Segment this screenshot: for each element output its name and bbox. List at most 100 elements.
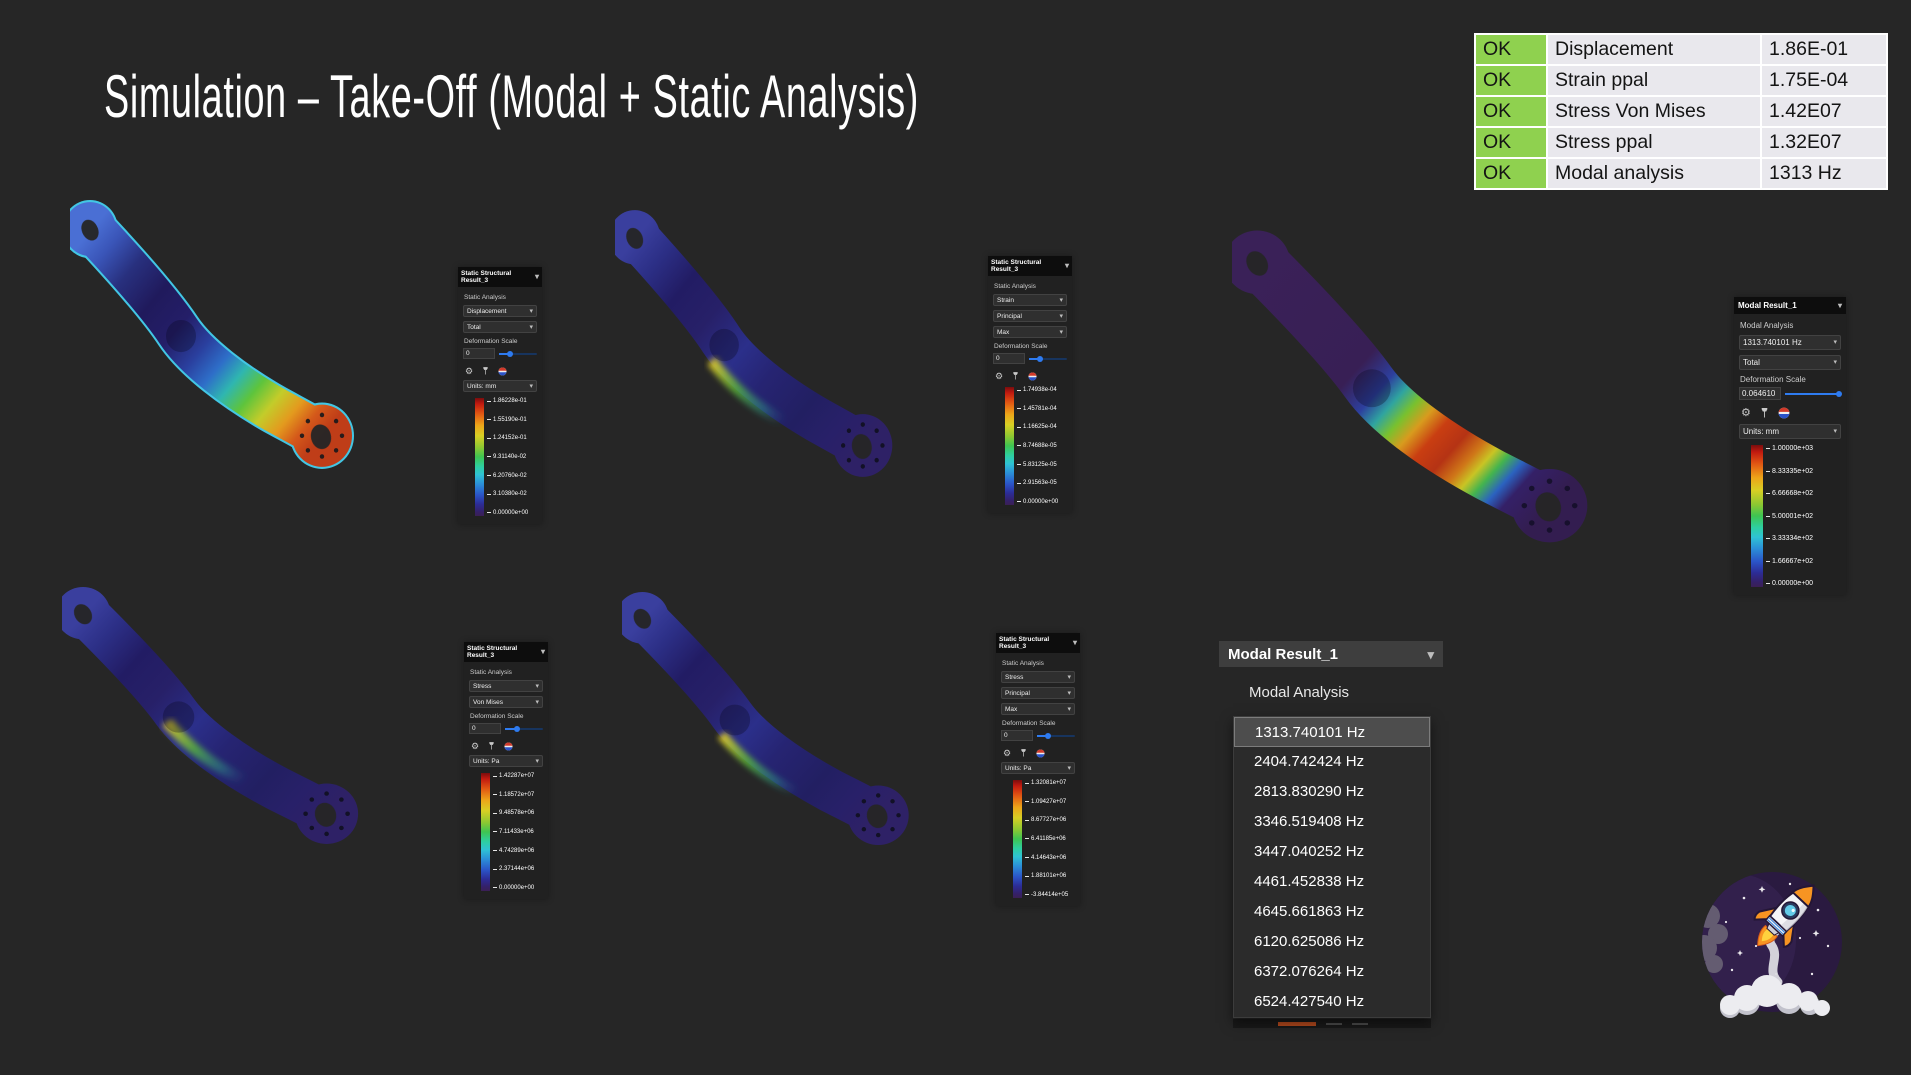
result-panel-strain: Static Structural Result_3 ▾ Static Anal… (988, 256, 1072, 513)
units-dropdown[interactable]: Units: mm ▾ (1739, 424, 1841, 439)
result-panel-vonmises: Static Structural Result_3 ▾ Static Anal… (464, 642, 548, 899)
dropdown-value: Principal (997, 312, 1022, 320)
chevron-down-icon: ▾ (1427, 646, 1434, 662)
units-dropdown[interactable]: Units: mm ▾ (463, 380, 537, 392)
legend-value: 5.83125e-05 (1017, 462, 1058, 468)
deformation-scale-slider[interactable] (505, 725, 543, 732)
chevron-down-icon: ▾ (1833, 339, 1837, 346)
color-legend-bar (475, 398, 484, 516)
result-component-dropdown[interactable]: Principal ▾ (993, 310, 1067, 322)
status-row: OK Strain ppal 1.75E-04 (1476, 66, 1886, 95)
result-panel-header[interactable]: Modal Result_1 ▾ (1734, 297, 1846, 314)
status-ok-cell: OK (1476, 35, 1546, 64)
frequency-option[interactable]: 2404.742424 Hz (1254, 753, 1365, 770)
settings-gear-icon[interactable]: ⚙ (1003, 747, 1012, 758)
result-component-dropdown[interactable]: Von Mises ▾ (469, 696, 543, 708)
result-panel-header[interactable]: Static Structural Result_3 ▾ (988, 256, 1072, 276)
analysis-label: Static Analysis (470, 669, 512, 676)
settings-gear-icon[interactable]: ⚙ (995, 370, 1004, 381)
legend-value: 7.11433e+06 (493, 829, 534, 835)
result-panel-modal: Modal Result_1 ▾ Modal Analysis 1313.740… (1734, 297, 1846, 595)
deformation-scale-input[interactable]: 0 (469, 723, 501, 734)
status-ok-cell: OK (1476, 128, 1546, 157)
dropdown-value: Max (997, 328, 1010, 336)
legend-value: 1.66667e+02 (1766, 558, 1813, 565)
pin-icon[interactable] (1760, 407, 1769, 419)
chevron-down-icon: ▾ (1072, 638, 1077, 647)
legend-value: 1.18572e+07 (493, 792, 534, 798)
modal-result-dropdown-header[interactable]: Modal Result_1 ▾ (1219, 641, 1443, 667)
clipped-ui-strip (1233, 1019, 1431, 1028)
dropdown-value: Units: Pa (473, 757, 500, 765)
frequency-option[interactable]: 2813.830290 Hz (1254, 783, 1365, 800)
pin-icon[interactable] (488, 741, 495, 751)
deformation-scale-input[interactable]: 0 (463, 348, 495, 359)
pin-icon[interactable] (1020, 748, 1027, 758)
result-panel-header[interactable]: Static Structural Result_3 ▾ (464, 642, 548, 662)
frequency-option[interactable]: 1313.740101 Hz (1234, 717, 1430, 747)
dropdown-value: Units: mm (1743, 427, 1779, 436)
result-type-dropdown[interactable]: Displacement ▾ (463, 305, 537, 317)
deformation-scale-input[interactable]: 0.064610 (1739, 387, 1781, 400)
status-value-cell: 1313 Hz (1762, 159, 1886, 188)
legend-value: 0.00000e+00 (493, 885, 534, 891)
color-sphere-icon[interactable] (498, 366, 507, 376)
status-value-cell: 1.75E-04 (1762, 66, 1886, 95)
pin-icon[interactable] (482, 366, 489, 376)
dropdown-value: Units: Pa (1005, 764, 1032, 772)
units-dropdown[interactable]: Units: Pa ▾ (1001, 762, 1075, 774)
pin-icon[interactable] (1012, 371, 1019, 381)
frequency-option[interactable]: 6372.076264 Hz (1254, 963, 1365, 980)
deformation-scale-label: Deformation Scale (470, 713, 524, 720)
fea-part-modal (1232, 230, 1588, 543)
dropdown-value: Strain (997, 296, 1014, 304)
result-panel-title: Modal Result_1 (1738, 301, 1797, 310)
legend-value: 9.48578e+06 (493, 810, 534, 816)
status-label-cell: Strain ppal (1548, 66, 1760, 95)
frequency-option[interactable]: 3447.040252 Hz (1254, 843, 1365, 860)
settings-gear-icon[interactable]: ⚙ (1741, 406, 1751, 419)
settings-gear-icon[interactable]: ⚙ (471, 740, 480, 751)
frequency-dropdown[interactable]: 1313.740101 Hz ▾ (1739, 335, 1841, 350)
status-row: OK Displacement 1.86E-01 (1476, 35, 1886, 64)
frequency-option[interactable]: 4645.661863 Hz (1254, 903, 1365, 920)
chevron-down-icon: ▾ (535, 757, 539, 765)
settings-gear-icon[interactable]: ⚙ (465, 365, 474, 376)
chevron-down-icon: ▾ (1067, 705, 1071, 713)
result-type-dropdown[interactable]: Strain ▾ (993, 294, 1067, 306)
color-sphere-icon[interactable] (1036, 748, 1045, 758)
result-panel-title: Static Structural Result_3 (461, 270, 512, 284)
frequency-option[interactable]: 3346.519408 Hz (1254, 813, 1365, 830)
deformation-scale-slider[interactable] (1029, 355, 1067, 362)
deformation-scale-slider[interactable] (1037, 732, 1075, 739)
frequency-option[interactable]: 6120.625086 Hz (1254, 933, 1365, 950)
result-panel-header[interactable]: Static Structural Result_3 ▾ (996, 633, 1080, 653)
result-panel-title: Static Structural Result_3 (999, 636, 1050, 650)
status-label-cell: Modal analysis (1548, 159, 1760, 188)
chevron-down-icon: ▾ (1833, 428, 1837, 435)
result-panel-header[interactable]: Static Structural Result_3 ▾ (458, 267, 542, 287)
frequency-option[interactable]: 6524.427540 Hz (1254, 993, 1365, 1010)
result-type-dropdown[interactable]: Stress ▾ (469, 680, 543, 692)
deformation-scale-slider[interactable] (499, 350, 537, 357)
result-type-dropdown[interactable]: Stress ▾ (1001, 671, 1075, 683)
fea-part-displacement (70, 200, 354, 469)
deformation-scale-slider[interactable] (1785, 390, 1842, 397)
result-component-dropdown[interactable]: Total ▾ (1739, 355, 1841, 370)
chevron-down-icon: ▾ (1067, 673, 1071, 681)
frequency-option[interactable]: 4461.452838 Hz (1254, 873, 1365, 890)
color-sphere-icon[interactable] (504, 741, 513, 751)
result-subcomponent-dropdown[interactable]: Max ▾ (993, 326, 1067, 338)
result-component-dropdown[interactable]: Principal ▾ (1001, 687, 1075, 699)
legend-value: 1.88101e+06 (1025, 873, 1068, 879)
units-dropdown[interactable]: Units: Pa ▾ (469, 755, 543, 767)
deformation-scale-input[interactable]: 0 (993, 353, 1025, 364)
legend-value: 1.74938e-04 (1017, 387, 1058, 393)
result-subcomponent-dropdown[interactable]: Max ▾ (1001, 703, 1075, 715)
color-sphere-icon[interactable] (1028, 371, 1037, 381)
deformation-scale-input[interactable]: 0 (1001, 730, 1033, 741)
frequency-options-list: 1313.740101 Hz 2404.742424 Hz 2813.830290 … (1233, 716, 1431, 1018)
legend-value: 2.91563e-05 (1017, 480, 1058, 486)
result-component-dropdown[interactable]: Total ▾ (463, 321, 537, 333)
color-sphere-icon[interactable] (1778, 407, 1790, 419)
